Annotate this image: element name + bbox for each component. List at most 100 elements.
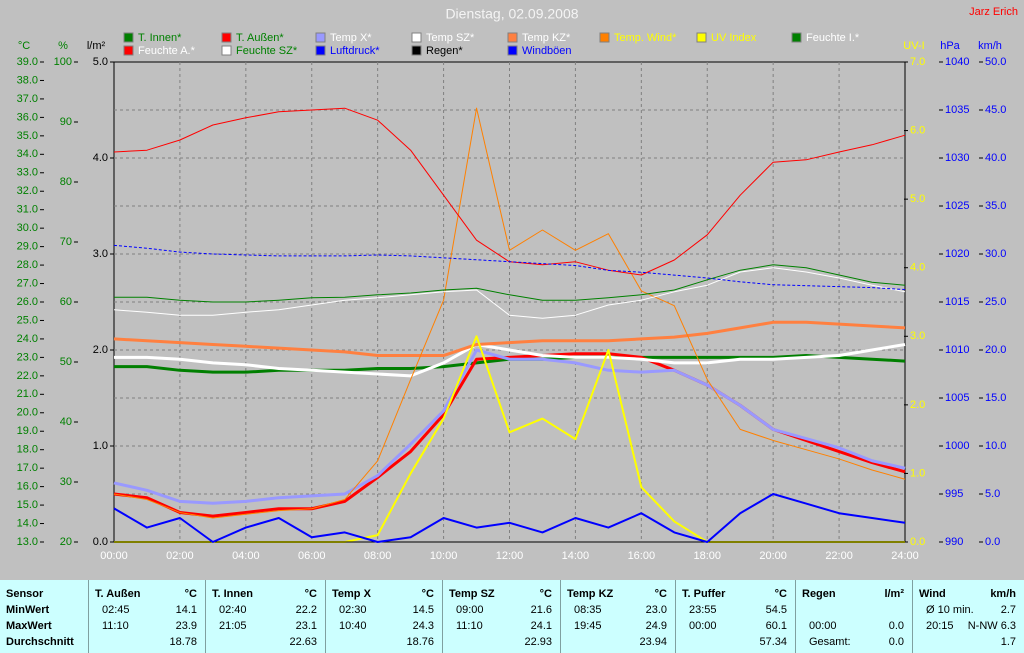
- table-time: 23:55: [689, 604, 717, 616]
- series-line: [114, 264, 906, 303]
- chart: Dienstag, 02.09.2008 Jarz Erich °C 13.0 14…: [17, 6, 1018, 562]
- y-tick-label: 39.0: [17, 56, 38, 68]
- table-value: 18.78: [169, 636, 197, 648]
- column-divider: [205, 580, 206, 653]
- y-tick-label: 40: [60, 416, 72, 428]
- y-tick-label: 1000: [945, 440, 969, 452]
- table-value: 14.5: [412, 604, 434, 616]
- y-tick-label: 30.0: [985, 248, 1006, 260]
- legend-swatch: [411, 45, 422, 56]
- table-time: 09:00: [456, 604, 484, 616]
- y-tick-label: 36.0: [17, 111, 38, 123]
- table-time: Gesamt:: [809, 636, 851, 648]
- table-value: 22.93: [524, 636, 552, 648]
- y-tick-label: 7.0: [910, 56, 925, 68]
- y-tick-label: 10.0: [985, 440, 1006, 452]
- series-line: [113, 320, 906, 358]
- table-time: 02:45: [102, 604, 130, 616]
- y-tick-label: 27.0: [17, 277, 38, 289]
- y-tick-label: 19.0: [17, 425, 38, 437]
- column-unit: °C: [421, 588, 434, 600]
- summary-table: Sensor MinWert MaxWert Durchschnitt T. Außen…: [0, 580, 1024, 653]
- series-line: [114, 342, 906, 378]
- y-tick-label: 28.0: [17, 259, 38, 271]
- table-value: 60.1: [765, 620, 787, 632]
- legend-swatch: [123, 32, 134, 43]
- column-unit: °C: [184, 588, 197, 600]
- y-tick-label: 25.0: [17, 314, 38, 326]
- legend-swatch: [315, 32, 326, 43]
- table-value: 24.3: [412, 620, 434, 632]
- y-tick-label: 1020: [945, 248, 969, 260]
- axis-title: °C: [18, 40, 30, 52]
- y-tick-label: 15.0: [17, 499, 38, 511]
- y-tick-label: 1025: [945, 200, 969, 212]
- table-time: 02:40: [219, 604, 247, 616]
- table-value: 18.76: [406, 636, 434, 648]
- x-tick-label: 06:00: [298, 550, 326, 562]
- x-tick-label: 08:00: [364, 550, 392, 562]
- series-line: [113, 348, 906, 505]
- y-tick-label: 5.0: [985, 488, 1000, 500]
- y-tick-label: 1.0: [910, 467, 925, 479]
- y-tick-label: 0.0: [910, 536, 925, 548]
- y-tick-label: 25.0: [985, 296, 1006, 308]
- y-tick-label: 995: [945, 488, 963, 500]
- column-divider: [675, 580, 676, 653]
- legend-label: Feuchte A.*: [138, 45, 196, 57]
- table-value: 0.0: [888, 620, 904, 632]
- column-unit: °C: [774, 588, 787, 600]
- legend-label: Windböen: [522, 45, 572, 57]
- y-tick-label: 5.0: [93, 56, 108, 68]
- table-time: 10:40: [339, 620, 367, 632]
- legend-swatch: [791, 32, 802, 43]
- y-tick-label: 5.0: [910, 193, 925, 205]
- legend-swatch: [221, 45, 232, 56]
- column-unit: km/h: [990, 588, 1016, 600]
- y-tick-label: 2.0: [910, 399, 925, 411]
- y-tick-label: 33.0: [17, 167, 38, 179]
- y-tick-label: 90: [60, 116, 72, 128]
- y-tick-label: 45.0: [985, 104, 1006, 116]
- column-header: Regen: [802, 588, 836, 600]
- column-divider: [325, 580, 326, 653]
- y-tick-label: 17.0: [17, 462, 38, 474]
- series-line: [113, 267, 906, 319]
- table-time: 00:00: [809, 620, 837, 632]
- y-tick-label: 3.0: [910, 330, 925, 342]
- y-tick-label: 40.0: [985, 152, 1006, 164]
- y-tick-label: 4.0: [910, 262, 925, 274]
- y-tick-label: 80: [60, 176, 72, 188]
- y-tick-label: 3.0: [93, 248, 108, 260]
- legend-label: Feuchte SZ*: [236, 45, 298, 57]
- table-value: 24.1: [530, 620, 552, 632]
- y-tick-label: 50.0: [985, 56, 1006, 68]
- y-tick-label: 35.0: [17, 130, 38, 142]
- column-divider: [912, 580, 913, 653]
- table-value: 2.7: [1000, 604, 1016, 616]
- table-value: 54.5: [765, 604, 787, 616]
- table-time: 00:00: [689, 620, 717, 632]
- column-header: T. Innen: [212, 588, 253, 600]
- y-tick-label: 1040: [945, 56, 969, 68]
- legend-label: Temp X*: [330, 32, 372, 44]
- y-tick-label: 6.0: [910, 124, 925, 136]
- table-value: 14.1: [175, 604, 197, 616]
- y-tick-label: 4.0: [93, 152, 108, 164]
- y-tick-label: 30: [60, 476, 72, 488]
- x-tick-label: 12:00: [496, 550, 524, 562]
- table-value: 21.6: [530, 604, 552, 616]
- x-tick-label: 14:00: [562, 550, 590, 562]
- y-tick-label: 70: [60, 236, 72, 248]
- y-tick-label: 37.0: [17, 93, 38, 105]
- column-header: T. Außen: [95, 588, 141, 600]
- legend-swatch: [507, 45, 518, 56]
- table-value: N-NW 6.3: [967, 620, 1016, 632]
- table-time: 02:30: [339, 604, 367, 616]
- table-value: 23.0: [645, 604, 667, 616]
- y-tick-label: 1.0: [93, 440, 108, 452]
- column-unit: °C: [539, 588, 552, 600]
- y-tick-label: 0.0: [985, 536, 1000, 548]
- table-value: 23.94: [639, 636, 667, 648]
- table-value: 57.34: [759, 636, 787, 648]
